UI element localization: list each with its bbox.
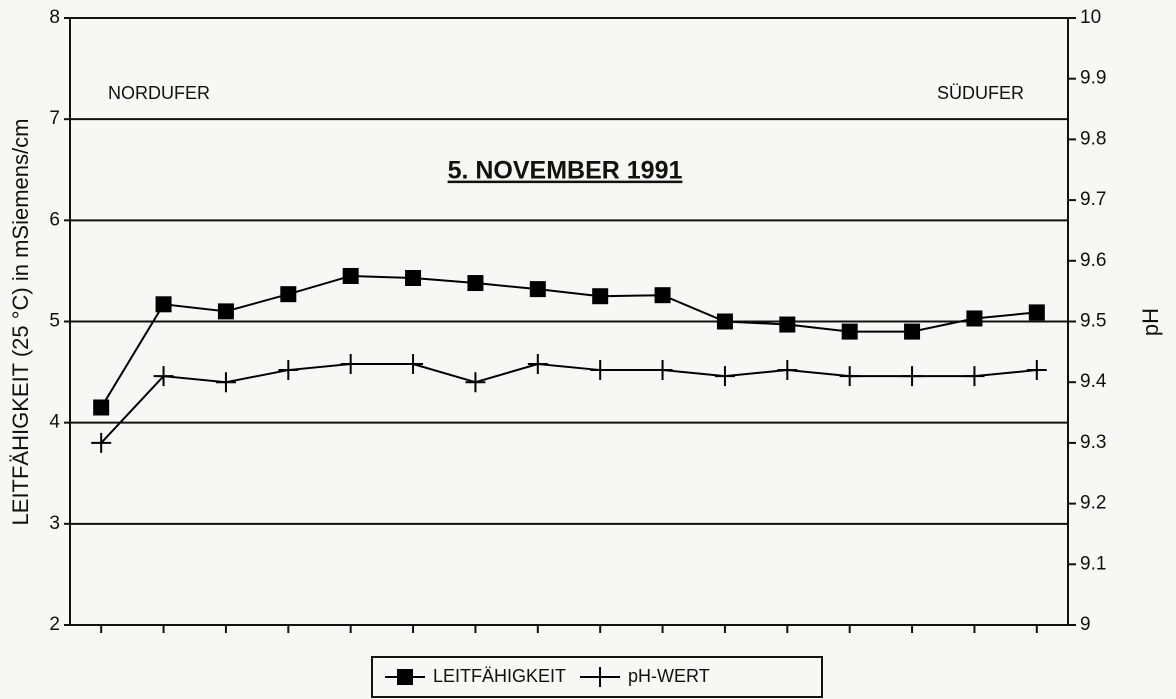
- y-tick-label: 7: [49, 108, 60, 129]
- marker: [839, 366, 860, 387]
- marker: [590, 667, 611, 687]
- y-axis-label: LEITFÄHIGKEIT (25 °C) in mSiemens/cm: [8, 119, 33, 526]
- y-tick-label: 5: [49, 311, 60, 332]
- marker: [397, 669, 413, 685]
- y-tick-label: 8: [49, 7, 60, 28]
- y2-tick-label: 9.1: [1080, 553, 1106, 574]
- marker: [280, 286, 297, 303]
- marker: [902, 366, 923, 387]
- marker: [652, 360, 673, 381]
- y2-tick-label: 9.7: [1080, 189, 1106, 210]
- y2-tick-label: 9.4: [1080, 371, 1107, 392]
- marker: [93, 399, 110, 416]
- marker: [403, 353, 424, 374]
- marker: [1026, 360, 1047, 381]
- marker: [779, 316, 796, 333]
- marker: [278, 360, 299, 381]
- marker: [465, 372, 486, 393]
- marker: [529, 281, 546, 298]
- marker: [590, 360, 611, 381]
- series-line: [100, 274, 1037, 409]
- y2-tick-label: 9: [1080, 614, 1091, 635]
- legend-label: pH-WERT: [628, 666, 710, 686]
- marker: [1028, 304, 1045, 321]
- marker: [654, 287, 671, 304]
- marker: [153, 366, 174, 387]
- annotation: SÜDUFER: [937, 83, 1024, 103]
- marker: [342, 267, 359, 284]
- y2-tick-label: 9.3: [1080, 432, 1106, 453]
- marker: [155, 296, 172, 313]
- y-tick-label: 4: [49, 412, 60, 433]
- y-tick-label: 6: [49, 209, 60, 230]
- marker: [777, 360, 798, 381]
- marker: [217, 303, 234, 320]
- marker: [592, 288, 609, 305]
- marker: [716, 313, 733, 330]
- marker: [467, 275, 484, 292]
- y2-tick-label: 9.8: [1080, 128, 1106, 149]
- marker: [527, 353, 548, 374]
- chart-title: 5. NOVEMBER 1991: [448, 157, 683, 185]
- y2-tick-label: 10: [1080, 7, 1101, 28]
- y-tick-label: 2: [49, 614, 60, 635]
- marker: [714, 366, 735, 387]
- marker: [91, 432, 112, 453]
- y-tick-label: 3: [49, 513, 60, 534]
- y2-tick-label: 9.9: [1080, 68, 1106, 89]
- series-line: [100, 362, 1037, 444]
- marker: [841, 323, 858, 340]
- marker: [340, 353, 361, 374]
- y2-tick-label: 9.6: [1080, 250, 1106, 271]
- marker: [966, 310, 983, 327]
- y2-tick-label: 9.5: [1080, 311, 1106, 332]
- marker: [405, 269, 422, 286]
- marker: [215, 372, 236, 393]
- marker: [904, 323, 921, 340]
- marker: [964, 366, 985, 387]
- annotation: NORDUFER: [108, 83, 210, 103]
- legend-box: [371, 656, 823, 698]
- legend-label: LEITFÄHIGKEIT: [433, 666, 566, 686]
- y2-axis-label: pH: [1138, 308, 1163, 336]
- y2-tick-label: 9.2: [1080, 493, 1106, 514]
